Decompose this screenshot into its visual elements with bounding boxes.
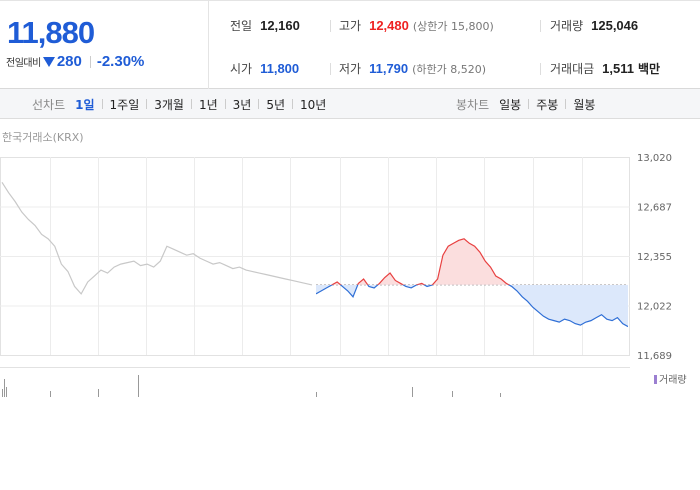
price-chart-svg: 한국거래소(KRX) 13,020 12,687 12,355 12,022 11,689… (0, 131, 687, 397)
open-label: 시가 (230, 62, 253, 76)
area-above-reference (316, 238, 628, 285)
y-tick-label: 11,689 (637, 351, 672, 362)
high-label: 고가 (339, 19, 362, 33)
divider (330, 63, 331, 75)
change-value: 280 (56, 53, 82, 70)
divider (190, 99, 192, 109)
y-tick-label: 12,355 (637, 252, 672, 263)
change-percent: -2.30% (96, 53, 145, 70)
diff-label: 전일대비 (6, 58, 41, 69)
open-cell: 시가 11,800 (230, 60, 299, 77)
volume-value: 125,046 (591, 18, 639, 33)
source-label: 한국거래소(KRX) (2, 131, 84, 144)
high-value: 12,480 (369, 18, 409, 33)
divider (146, 99, 148, 109)
prev-close-cell: 전일 12,160 (230, 17, 300, 34)
y-tick-label: 12,022 (637, 302, 672, 313)
current-price: 11,880 (7, 15, 95, 50)
volume-legend-label: 거래량 (659, 374, 687, 386)
divider (292, 99, 294, 109)
chart-tab-bar: 선차트 1일 1주일 3개월 1년 3년 5년 10년 봉차트 일봉 주봉 월봉 (0, 89, 700, 119)
low-value: 11,790 (369, 61, 409, 76)
prev-day-line (1, 181, 313, 295)
divider (258, 99, 260, 109)
high-cell: 고가 12,480 (상한가 15,800) (339, 17, 494, 34)
divider (89, 55, 91, 68)
low-label: 저가 (339, 62, 362, 76)
line-tab-4[interactable]: 3년 (232, 97, 252, 112)
y-tick-label: 13,020 (637, 153, 672, 164)
candle-chart-tabs: 봉차트 일봉 주봉 월봉 (456, 89, 595, 119)
volume-legend-marker (654, 375, 657, 384)
candle-tab-2[interactable]: 월봉 (573, 97, 596, 112)
price-box: 11,880 전일대비 280 -2.30% (0, 1, 209, 89)
candle-tab-1[interactable]: 주봉 (536, 97, 559, 112)
today-line-below (316, 284, 628, 328)
change-row: 전일대비 280 -2.30% (6, 53, 144, 70)
line-tab-6[interactable]: 10년 (300, 97, 327, 112)
divider (101, 99, 103, 109)
divider (528, 99, 530, 109)
divider (224, 99, 226, 109)
line-tab-5[interactable]: 5년 (266, 97, 286, 112)
upper-limit: (상한가 15,800) (412, 20, 494, 33)
divider (540, 63, 541, 75)
amount-unit: 백만 (638, 62, 661, 76)
volume-cell: 거래량 125,046 (550, 17, 638, 34)
prev-close-value: 12,160 (260, 18, 300, 33)
amount-value: 1,511 (602, 61, 634, 76)
line-chart-title: 선차트 (32, 97, 66, 112)
line-tab-1[interactable]: 1주일 (109, 97, 140, 112)
line-tab-2[interactable]: 3개월 (154, 97, 184, 112)
y-tick-label: 12,687 (637, 203, 672, 214)
line-tab-0[interactable]: 1일 (75, 97, 95, 112)
divider (330, 20, 331, 32)
today-line-above (330, 238, 511, 285)
volume-label: 거래량 (550, 19, 584, 33)
divider (540, 20, 541, 32)
candle-chart-title: 봉차트 (456, 97, 490, 112)
low-cell: 저가 11,790 (하한가 8,520) (339, 60, 486, 77)
down-triangle-icon (42, 56, 55, 67)
amount-cell: 거래대금 1,511 백만 (550, 60, 660, 77)
line-chart-tabs: 선차트 1일 1주일 3개월 1년 3년 5년 10년 (32, 89, 326, 119)
quote-header: 11,880 전일대비 280 -2.30% 전일 12,160 고가 12,4… (0, 0, 700, 89)
lower-limit: (하한가 8,520) (412, 63, 487, 76)
area-below-reference (316, 284, 628, 327)
divider (565, 99, 567, 109)
line-tab-3[interactable]: 1년 (198, 97, 218, 112)
price-chart: 한국거래소(KRX) 13,020 12,687 12,355 12,022 11,689… (0, 119, 700, 399)
prev-close-label: 전일 (230, 19, 253, 33)
candle-tab-0[interactable]: 일봉 (499, 97, 522, 112)
open-value: 11,800 (260, 61, 300, 76)
amount-label: 거래대금 (550, 62, 595, 76)
